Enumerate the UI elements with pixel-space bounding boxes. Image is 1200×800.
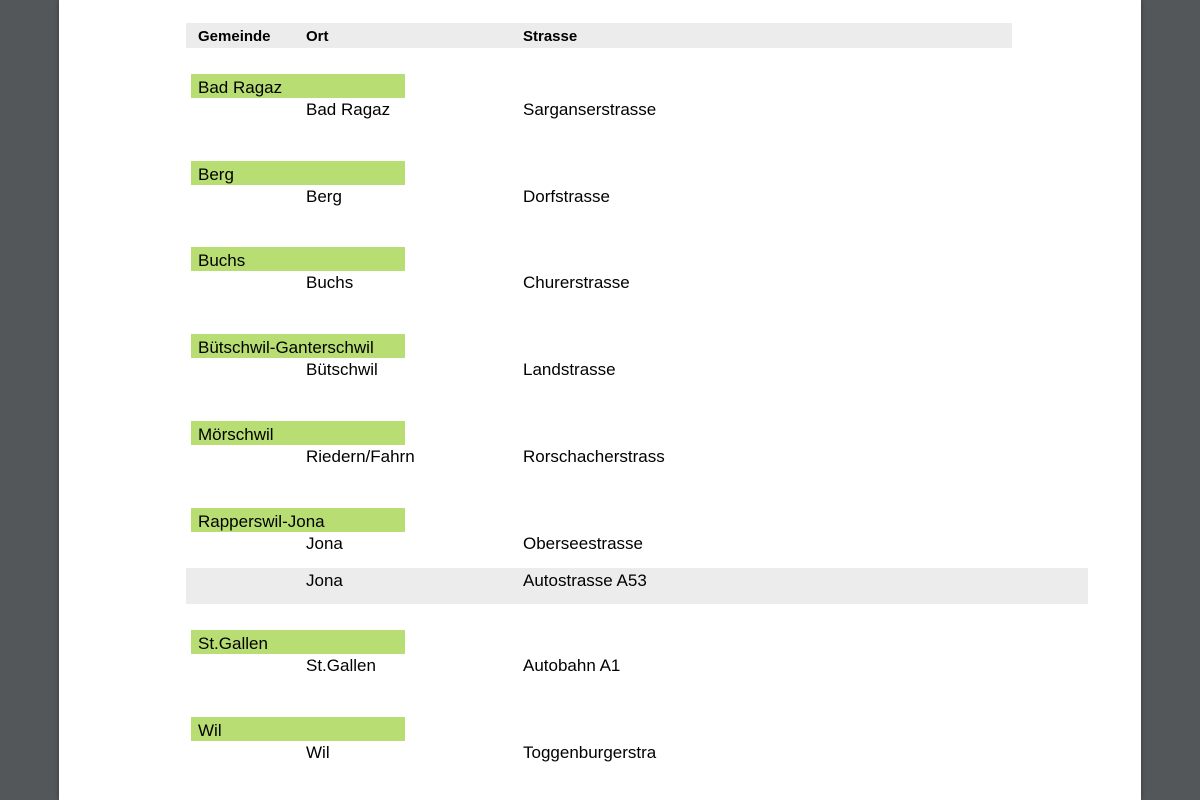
strasse-cell: Autostrasse A53 xyxy=(523,571,647,590)
strasse-cell: Dorfstrasse xyxy=(523,187,610,206)
strasse-cell: Sarganserstrasse xyxy=(523,100,657,119)
gemeinde-group: Bütschwil-Ganterschwil Bütschwil Landstr… xyxy=(186,334,1146,394)
gemeinde-highlight xyxy=(191,161,405,185)
strasse-cell: Oberseestrasse xyxy=(523,534,643,553)
strasse-cell: Toggenburgerstra xyxy=(523,743,657,762)
ort-cell: Jona xyxy=(306,534,343,553)
gemeinde-highlight xyxy=(191,508,405,532)
strasse-cell: Rorschacherstrass xyxy=(523,447,665,466)
gemeinde-name: Bad Ragaz xyxy=(198,78,283,97)
gemeinde-name: Mörschwil xyxy=(198,425,274,444)
gemeinde-name: St.Gallen xyxy=(198,634,268,653)
table-row: Buchs Churerstrasse xyxy=(186,271,1088,307)
table-row: Bütschwil Landstrasse xyxy=(186,358,1088,394)
ort-cell: Bad Ragaz xyxy=(306,100,391,119)
gemeinde-group: Bad Ragaz Bad Ragaz Sarganserstrasse xyxy=(186,74,1146,134)
gemeinde-highlight xyxy=(191,334,405,358)
header-gemeinde: Gemeinde xyxy=(198,28,271,45)
gemeinde-highlight xyxy=(191,74,405,98)
gemeinde-highlight xyxy=(191,247,405,271)
ort-cell: Riedern/Fahrn xyxy=(306,447,415,466)
gemeinde-name: Rapperswil-Jona xyxy=(198,512,325,531)
gemeinde-highlight xyxy=(191,717,405,741)
table-row: Riedern/Fahrn Rorschacherstrass xyxy=(186,445,1088,481)
table-row: St.Gallen Autobahn A1 xyxy=(186,654,1088,690)
strasse-cell: Landstrasse xyxy=(523,360,616,379)
gemeinde-group: Berg Berg Dorfstrasse xyxy=(186,161,1146,221)
ort-cell: St.Gallen xyxy=(306,656,376,675)
ort-cell: Bütschwil xyxy=(306,360,378,379)
gemeinde-group: Buchs Buchs Churerstrasse xyxy=(186,247,1146,307)
gemeinde-group: Mörschwil Riedern/Fahrn Rorschacherstras… xyxy=(186,421,1146,481)
gemeinde-name: Buchs xyxy=(198,251,246,270)
header-ort: Ort xyxy=(306,28,329,45)
table-row: Bad Ragaz Sarganserstrasse xyxy=(186,98,1088,134)
gemeinde-highlight xyxy=(191,421,405,445)
gemeinde-name: Berg xyxy=(198,165,234,184)
strasse-cell: Autobahn A1 xyxy=(523,656,621,675)
table-row: Wil Toggenburgerstra xyxy=(186,741,1088,777)
gemeinde-group: St.Gallen St.Gallen Autobahn A1 xyxy=(186,630,1146,690)
table-row: Jona Autostrasse A53 xyxy=(186,568,1088,604)
ort-cell: Berg xyxy=(306,187,342,206)
gemeinde-name: Bütschwil-Ganterschwil xyxy=(198,338,374,357)
header-strasse: Strasse xyxy=(523,28,578,45)
gemeinde-group: Rapperswil-Jona Jona Oberseestrasse Jona… xyxy=(186,508,1146,604)
ort-cell: Wil xyxy=(306,743,330,762)
strasse-cell: Churerstrasse xyxy=(523,273,630,292)
table-header: Gemeinde Ort Strasse xyxy=(186,23,1012,48)
gemeinde-name: Wil xyxy=(198,721,222,740)
gemeinde-group: Wil Wil Toggenburgerstra xyxy=(186,717,1146,777)
table-row: Jona Oberseestrasse xyxy=(186,532,1088,568)
ort-cell: Jona xyxy=(306,571,343,590)
gemeinde-highlight xyxy=(191,630,405,654)
ort-cell: Buchs xyxy=(306,273,354,292)
document-page: Gemeinde Ort Strasse Bad Ragaz Bad Ragaz… xyxy=(59,0,1141,800)
table-row: Berg Dorfstrasse xyxy=(186,185,1088,221)
